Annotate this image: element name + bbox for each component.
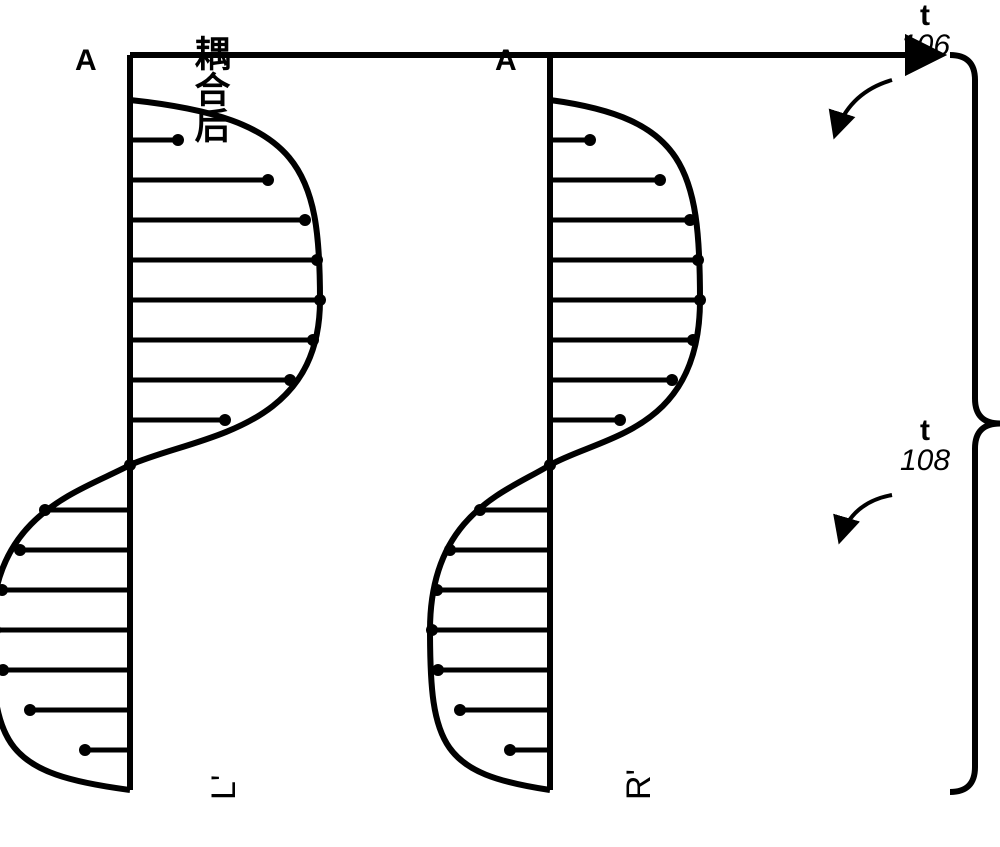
R_prime-curve	[430, 100, 700, 790]
L_prime-sample-dot	[262, 174, 274, 186]
R_prime-sample-dot	[444, 544, 456, 556]
R_prime-sample-dot	[584, 134, 596, 146]
L_prime-sample-dot	[307, 334, 319, 346]
R_prime-sample-dot	[504, 744, 516, 756]
R_prime-sample-dot	[684, 214, 696, 226]
figure-container: 耦合后AtL'106AtR'108	[0, 0, 1000, 847]
R_prime-t-label: t	[920, 414, 930, 447]
R_prime-sample-dot	[474, 504, 486, 516]
R_prime-sample-dot	[694, 294, 706, 306]
R_prime-channel-label: R'	[620, 769, 658, 800]
L_prime-sample-dot	[314, 294, 326, 306]
L_prime-sample-dot	[0, 624, 1, 636]
L_prime-channel-label: L'	[205, 775, 243, 800]
R_prime-sample-dot	[687, 334, 699, 346]
R_prime-sample-dot	[454, 704, 466, 716]
L_prime-sample-dot	[124, 459, 136, 471]
L_prime-sample-dot	[79, 744, 91, 756]
L_prime-A-label: A	[75, 44, 97, 77]
L_prime-curve	[0, 100, 320, 790]
R_prime-sample-dot	[431, 584, 443, 596]
L_prime-sample-dot	[311, 254, 323, 266]
L_prime-ref-arrow	[835, 80, 892, 135]
L_prime-sample-dot	[0, 664, 9, 676]
signal-diagram: 耦合后AtL'106AtR'108	[0, 0, 1000, 847]
L_prime-sample-dot	[284, 374, 296, 386]
figure-title: 耦合后	[190, 35, 231, 144]
R_prime-sample-dot	[426, 624, 438, 636]
R_prime-sample-dot	[692, 254, 704, 266]
L_prime-sample-dot	[172, 134, 184, 146]
L_prime-sample-dot	[14, 544, 26, 556]
L_prime-sample-dot	[219, 414, 231, 426]
R_prime-sample-dot	[432, 664, 444, 676]
R_prime-A-label: A	[495, 44, 517, 77]
R_prime-ref-num: 108	[900, 444, 950, 477]
L_prime-sample-dot	[0, 584, 8, 596]
R_prime-ref-arrow	[840, 495, 892, 540]
R_prime-sample-dot	[544, 459, 556, 471]
L_prime-t-label: t	[920, 0, 930, 32]
L_prime-sample-dot	[39, 504, 51, 516]
L_prime-sample-dot	[24, 704, 36, 716]
right-brace	[950, 55, 1000, 792]
R_prime-sample-dot	[654, 174, 666, 186]
L_prime-sample-dot	[299, 214, 311, 226]
R_prime-sample-dot	[614, 414, 626, 426]
R_prime-sample-dot	[666, 374, 678, 386]
